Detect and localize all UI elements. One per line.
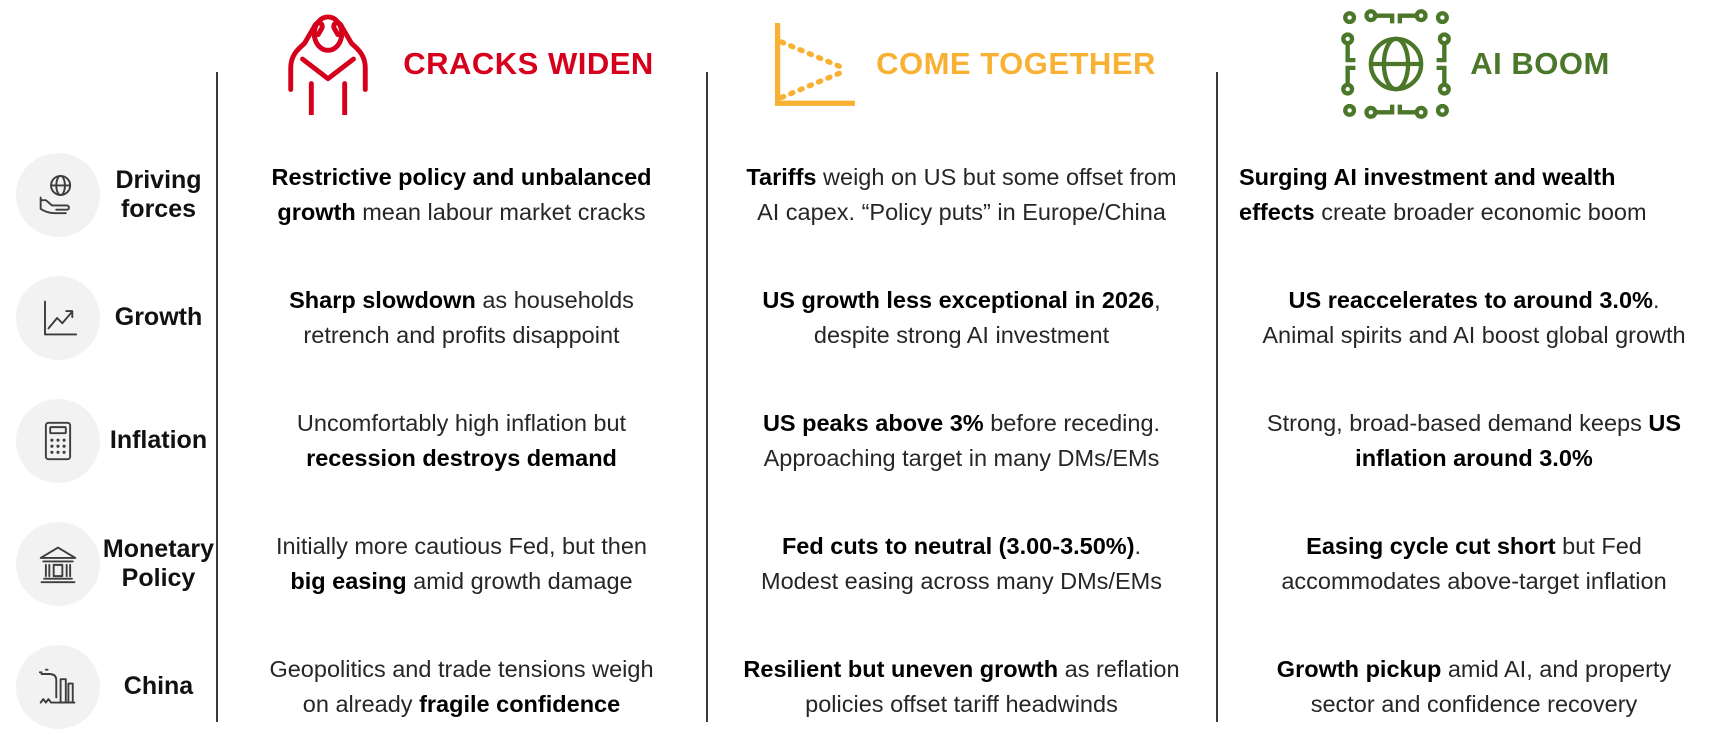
calculator-icon: [16, 398, 100, 483]
cell-china-ai-boom: Growth pickup amid AI, and property sect…: [1276, 656, 1672, 717]
row-label-driving-forces: Driving forces: [0, 133, 217, 256]
scenario-table: Driving forces Restrictive policy and un…: [0, 133, 1731, 743]
growth-chart-icon: [16, 275, 100, 360]
row-label-text: China: [123, 672, 194, 701]
cell-monetary-policy-cracks-widen: Initially more cautious Fed, but then bi…: [276, 533, 647, 594]
cell-inflation-ai-boom: Strong, broad-based demand keeps US infl…: [1266, 410, 1682, 471]
row-label-text: Growth: [114, 303, 203, 332]
cell-monetary-policy-ai-boom: Easing cycle cut short but Fed accommoda…: [1281, 533, 1667, 594]
row-label-text: Driving forces: [115, 165, 202, 223]
divider-col1-col2: [706, 72, 708, 722]
row-label-china: China: [0, 625, 217, 743]
globe-circuit-icon: [1338, 6, 1454, 122]
row-label-text: Monetary Policy: [102, 534, 215, 592]
cell-inflation-cracks-widen: Uncomfortably high inflation but recessi…: [296, 410, 627, 471]
cell-driving-forces-come-together: Tariffs weigh on US but some offset from…: [746, 164, 1177, 225]
cell-growth-come-together: US growth less exceptional in 2026, desp…: [762, 287, 1161, 348]
divider-labels-col1: [216, 72, 218, 722]
scenario-title: COME TOGETHER: [876, 46, 1156, 81]
cell-monetary-policy-come-together: Fed cuts to neutral (3.00-3.50%). Modest…: [761, 533, 1162, 594]
stressed-person-icon: [269, 13, 387, 115]
scenario-title: CRACKS WIDEN: [403, 46, 654, 81]
converging-lines-chart-icon: [768, 17, 860, 111]
cell-china-come-together: Resilient but uneven growth as reflation…: [743, 656, 1180, 717]
cell-inflation-come-together: US peaks above 3% before receding. Appro…: [762, 410, 1161, 471]
hand-globe-icon: [16, 152, 100, 237]
cell-driving-forces-ai-boom: Surging AI investment and wealth effects…: [1239, 164, 1647, 225]
row-label-inflation: Inflation: [0, 379, 217, 502]
cell-driving-forces-cracks-widen: Restrictive policy and unbalanced growth…: [271, 164, 652, 225]
divider-col2-col3: [1216, 72, 1218, 722]
scenario-header-cracks-widen: CRACKS WIDEN: [217, 0, 706, 128]
scenario-title: AI BOOM: [1470, 46, 1610, 81]
cell-growth-ai-boom: US reaccelerates to around 3.0%. Animal …: [1262, 287, 1686, 348]
row-label-text: Inflation: [109, 426, 208, 455]
scenario-header-come-together: COME TOGETHER: [707, 0, 1217, 128]
scenario-header-ai-boom: AI BOOM: [1217, 0, 1731, 128]
cell-growth-cracks-widen: Sharp slowdown as households retrench an…: [289, 287, 634, 348]
cell-china-cracks-widen: Geopolitics and trade tensions weigh on …: [269, 656, 654, 717]
row-label-growth: Growth: [0, 256, 217, 379]
row-label-monetary-policy: Monetary Policy: [0, 502, 217, 625]
factory-icon: [16, 644, 100, 729]
bank-icon: [16, 521, 100, 606]
